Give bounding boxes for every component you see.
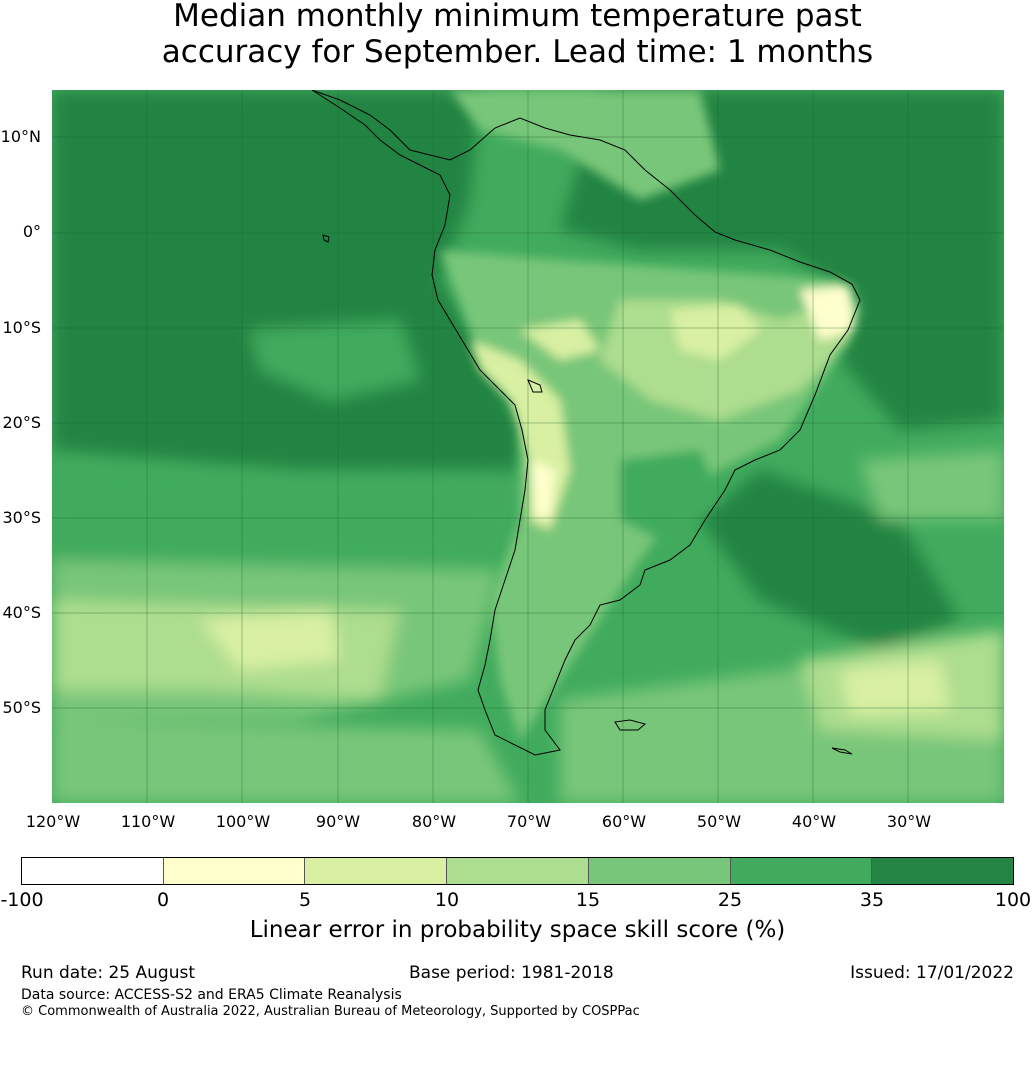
lat-label-10n: 10°N <box>0 127 41 146</box>
skill-region-atlantic-band <box>860 450 1004 520</box>
lon-label-80w: 80°W <box>411 812 457 831</box>
south-america-coastline <box>311 90 861 756</box>
issued-date: Issued: 17/01/2022 <box>850 963 1014 983</box>
lon-label-120w: 120°W <box>25 812 81 831</box>
lon-label-110w: 110°W <box>120 812 176 831</box>
skill-region-caribbean <box>450 90 720 200</box>
colorbar-tick-label: 35 <box>859 889 885 911</box>
data-source: Data source: ACCESS-S2 and ERA5 Climate … <box>21 987 402 1003</box>
colorbar-segment <box>22 858 164 884</box>
lon-label-100w: 100°W <box>215 812 271 831</box>
lon-label-30w: 30°W <box>886 812 932 831</box>
lat-label-0: 0° <box>22 222 41 241</box>
skill-region-south-pacific-lower <box>200 610 340 670</box>
lon-label-90w: 90°W <box>315 812 361 831</box>
colorbar-tick-label: 0 <box>156 889 170 911</box>
lat-label-40s: 40°S <box>2 603 41 622</box>
colorbar-segment <box>872 858 1014 884</box>
skill-region-ne-brazil-lowest <box>800 285 855 340</box>
colorbar-tick-label: 25 <box>717 889 743 911</box>
skill-region-pacific-patch <box>250 320 420 400</box>
colorbar-segment <box>163 858 306 884</box>
colorbar-segment <box>447 858 589 884</box>
colorbar-tick-label: 10 <box>434 889 460 911</box>
skill-score-map <box>52 90 1004 803</box>
lon-label-60w: 60°W <box>601 812 647 831</box>
south-georgia <box>831 747 853 755</box>
map-field <box>52 90 1004 803</box>
skill-region-amazon-low <box>520 320 600 360</box>
lat-label-10s: 10°S <box>2 318 41 337</box>
skill-region-south-pacific <box>52 470 500 560</box>
lon-label-40w: 40°W <box>791 812 837 831</box>
map-title-line-1: Median monthly minimum temperature past <box>173 0 862 34</box>
lat-label-50s: 50°S <box>2 698 41 717</box>
skill-region-brazil-low <box>600 300 850 420</box>
base-period: Base period: 1981-2018 <box>409 963 614 983</box>
skill-region-high-south-atlantic <box>700 470 960 650</box>
galapagos <box>322 234 330 243</box>
colorbar-tick-label: -100 <box>0 889 44 911</box>
graticule <box>52 90 1004 803</box>
lat-label-30s: 30°S <box>2 508 41 527</box>
colorbar-tick-label: 5 <box>298 889 312 911</box>
skill-region-parana <box>620 450 720 540</box>
lon-label-70w: 70°W <box>506 812 552 831</box>
skill-region-southern-ocean <box>52 720 520 803</box>
colorbar <box>21 857 1014 885</box>
lat-label-20s: 20°S <box>2 413 41 432</box>
map-title-line-2: accuracy for September. Lead time: 1 mon… <box>161 34 874 70</box>
falkland-islands <box>614 719 647 731</box>
skill-region-andes-lowest <box>530 460 555 520</box>
colorbar-tick-label: 100 <box>994 889 1032 911</box>
copyright: © Commonwealth of Australia 2022, Austra… <box>21 1004 640 1019</box>
skill-region-brazil-lower <box>670 305 760 360</box>
colorbar-label: Linear error in probability space skill … <box>249 917 786 943</box>
lake-titicaca <box>527 379 543 393</box>
run-date: Run date: 25 August <box>21 963 195 983</box>
colorbar-segment <box>305 858 448 884</box>
colorbar-tick-label: 15 <box>575 889 601 911</box>
colorbar-segment <box>588 858 731 884</box>
lon-label-50w: 50°W <box>696 812 742 831</box>
colorbar-segment <box>730 858 873 884</box>
skill-region-south-atlantic-lower <box>840 660 950 715</box>
